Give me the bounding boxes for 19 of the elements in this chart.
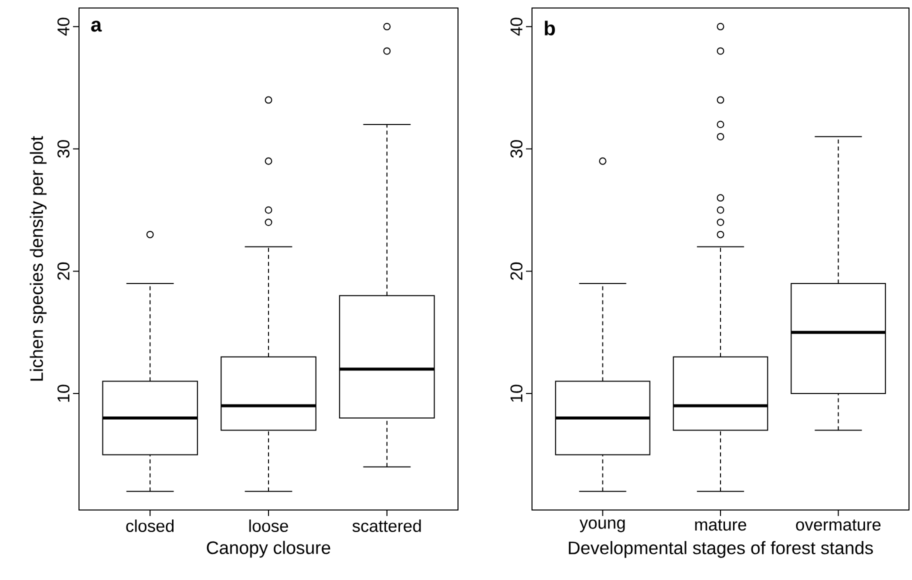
x-axis-title: Canopy closure <box>206 540 330 558</box>
x-axis-title: Developmental stages of forest stands <box>568 541 873 558</box>
y-tick-label: 20 <box>57 262 70 280</box>
y-tick-label: 10 <box>57 384 70 402</box>
y-tick-label: 40 <box>57 18 70 36</box>
y-tick-label: 20 <box>510 262 522 280</box>
x-tick-label: young <box>580 520 625 532</box>
y-tick-label: 30 <box>510 140 522 158</box>
text: b <box>544 20 555 36</box>
y-tick-label: 30 <box>57 140 70 158</box>
y-tick-label: 40 <box>510 18 522 36</box>
x-tick-label: mature <box>695 520 746 531</box>
x-tick-label: closed <box>126 520 174 532</box>
x-tick-label: overmature <box>796 520 881 531</box>
x-tick-label: loose <box>249 520 288 532</box>
y-axis-title: Lichen species density per plot <box>30 136 47 381</box>
y-tick-label: 10 <box>510 384 522 402</box>
x-tick-label: scattered <box>352 520 421 532</box>
chart-title: a <box>91 20 102 32</box>
